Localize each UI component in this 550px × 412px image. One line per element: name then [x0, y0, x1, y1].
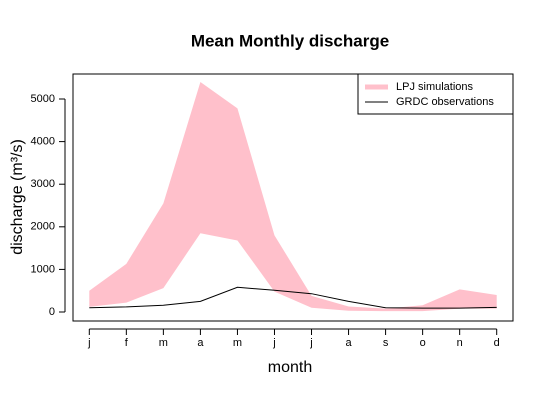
x-tick-label: s: [383, 337, 389, 349]
chart-title: Mean Monthly discharge: [191, 31, 389, 50]
y-tick-label: 4000: [31, 136, 55, 148]
line: [89, 286, 497, 309]
band-area: [89, 81, 497, 312]
x-tick-label: n: [457, 337, 463, 349]
y-tick-label: 0: [49, 306, 55, 318]
plot-frame: [72, 73, 514, 322]
x-tick-label: a: [197, 337, 204, 349]
x-tick-label: j: [272, 337, 275, 349]
legend-label: LPJ simulations: [396, 81, 474, 93]
y-tick-label: 5000: [31, 93, 55, 105]
x-tick-label: m: [233, 337, 242, 349]
x-tick-label: m: [159, 337, 168, 349]
y-axis-label: discharge (m³/s): [9, 139, 26, 255]
x-tick-label: o: [420, 337, 426, 349]
legend-label: GRDC observations: [396, 96, 494, 108]
y-tick-label: 2000: [31, 221, 55, 233]
x-tick-label: j: [309, 337, 312, 349]
x-tick-label: f: [125, 337, 129, 349]
legend-box: [357, 73, 514, 115]
x-tick-label: a: [345, 337, 352, 349]
x-tick-label: j: [87, 337, 90, 349]
x-tick-label: d: [494, 337, 500, 349]
y-tick-label: 1000: [31, 263, 55, 275]
y-tick-label: 3000: [31, 178, 55, 190]
x-axis-label: month: [268, 359, 312, 376]
